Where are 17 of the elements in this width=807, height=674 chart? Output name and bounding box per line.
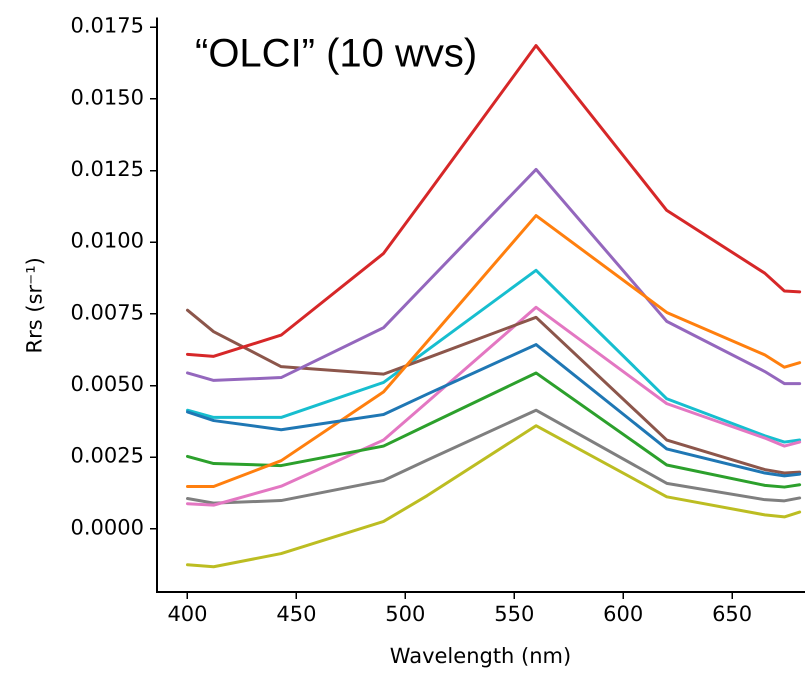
y-axis-title: Rrs (sr⁻¹) xyxy=(22,257,46,354)
x-tick-label: 550 xyxy=(494,602,534,626)
y-tick-label: 0.0100 xyxy=(70,228,144,253)
x-tick-label: 600 xyxy=(603,602,644,626)
y-tick-label: 0.0125 xyxy=(70,157,144,182)
x-tick-label: 450 xyxy=(276,602,316,626)
y-tick-label: 0.0050 xyxy=(70,372,144,396)
y-tick-label: 0.0075 xyxy=(70,300,144,324)
x-tick-label: 400 xyxy=(167,602,208,626)
x-tick-label: 650 xyxy=(712,602,752,626)
y-tick-label: 0.0025 xyxy=(70,444,144,468)
y-tick-label: 0.0150 xyxy=(70,85,144,110)
y-tick-label: 0.0175 xyxy=(70,14,144,38)
y-tick-label: 0.0000 xyxy=(70,515,144,540)
x-tick-label: 500 xyxy=(385,602,426,626)
x-axis-title: Wavelength (nm) xyxy=(390,644,572,668)
chart-title: “OLCI” (10 wvs) xyxy=(195,32,478,76)
